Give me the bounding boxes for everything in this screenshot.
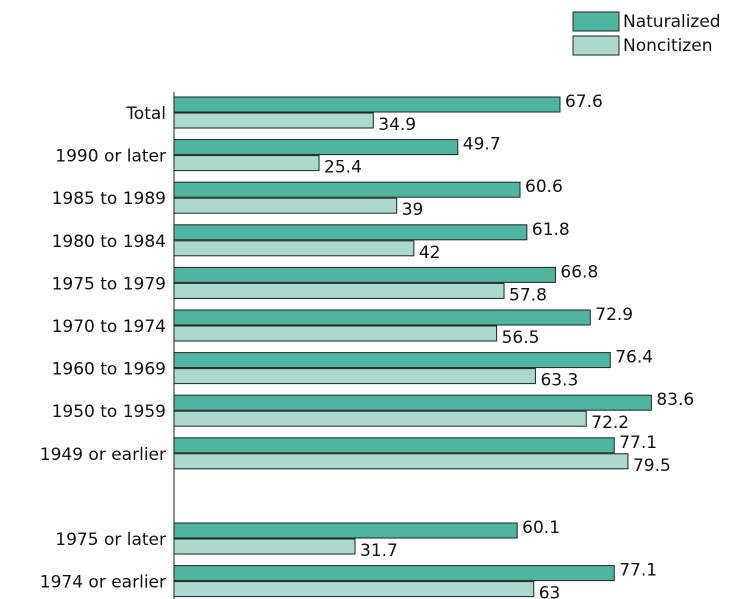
bar (173, 112, 374, 129)
value-label: 25.4 (324, 158, 362, 178)
bar (173, 309, 591, 326)
y-tick-label: 1980 to 1984 (52, 232, 166, 252)
value-label: 60.6 (525, 177, 563, 197)
bar (173, 352, 611, 369)
value-label: 77.1 (619, 433, 657, 453)
bar (173, 581, 535, 598)
value-label: 63 (539, 584, 561, 599)
value-label: 76.4 (615, 348, 653, 368)
value-label: 67.6 (565, 92, 603, 112)
value-label: 39 (402, 200, 424, 220)
bar (173, 181, 521, 198)
bar (173, 325, 498, 342)
legend-swatch (572, 35, 620, 56)
value-label: 49.7 (463, 135, 501, 155)
y-tick-label: 1974 or earlier (40, 573, 166, 593)
value-label: 42 (419, 243, 441, 263)
bar (173, 437, 615, 454)
value-label: 56.5 (502, 328, 540, 348)
bar (173, 266, 556, 283)
value-label: 77.1 (619, 561, 657, 581)
y-tick-label: 1970 to 1974 (52, 317, 166, 337)
y-tick-label: 1985 to 1989 (52, 189, 166, 209)
value-label: 66.8 (560, 262, 598, 282)
bar (173, 155, 320, 172)
value-label: 79.5 (633, 456, 671, 476)
y-tick-label: 1990 or later (55, 147, 166, 167)
bar (173, 453, 629, 470)
y-tick-label: 1975 to 1979 (52, 274, 166, 294)
y-tick-label: 1975 or later (55, 530, 166, 550)
bar (173, 224, 528, 241)
y-tick-label: 1960 to 1969 (52, 360, 166, 380)
legend-label: Naturalized (623, 12, 721, 32)
bar (173, 538, 356, 555)
bar (173, 410, 587, 427)
y-tick-label: 1949 or earlier (40, 445, 166, 465)
legend-label: Noncitizen (623, 36, 713, 56)
bar (173, 565, 615, 582)
bar (173, 368, 536, 385)
bar (173, 394, 652, 411)
legend-swatch (572, 11, 620, 32)
bar (173, 96, 561, 113)
value-label: 72.9 (595, 305, 633, 325)
value-label: 60.1 (522, 518, 560, 538)
bar (173, 139, 459, 156)
y-tick-label: 1950 to 1959 (52, 402, 166, 422)
value-label: 63.3 (540, 371, 578, 391)
value-label: 57.8 (509, 285, 547, 305)
y-tick-label: Total (125, 104, 166, 124)
value-label: 83.6 (656, 390, 694, 410)
bar (173, 522, 518, 539)
bar (173, 240, 415, 257)
value-label: 72.2 (591, 413, 629, 433)
value-label: 61.8 (532, 220, 570, 240)
value-label: 34.9 (378, 115, 416, 135)
value-label: 31.7 (360, 541, 398, 561)
bar (173, 197, 398, 214)
bar (173, 282, 505, 299)
